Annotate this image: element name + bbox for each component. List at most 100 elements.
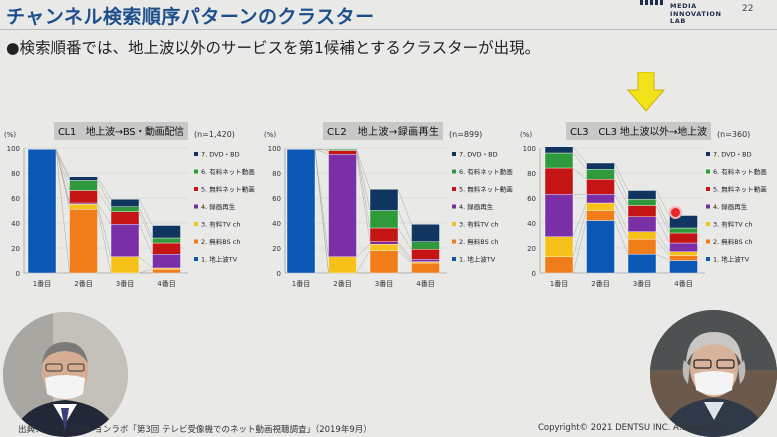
title-divider: [0, 29, 777, 30]
bar-segment: [69, 190, 98, 204]
presenter-right-video: [650, 310, 777, 437]
bar-segment: [69, 176, 98, 181]
media-innovation-lab-logo: MEDIA INNOVATION LAB: [640, 0, 732, 27]
chart-title: CL3 CL3 地上波以外→地上波: [570, 125, 707, 138]
bar-segment: [27, 149, 57, 274]
logo-line-1: MEDIA: [670, 2, 697, 10]
bar-segment: [669, 227, 698, 234]
connector-line: [572, 152, 587, 170]
chart-sample-size: (n=899): [449, 130, 482, 139]
x-tick-label: 1番目: [33, 280, 51, 288]
legend-label: 4. 録画再生: [459, 202, 494, 211]
logo-line-2: INNOVATION: [670, 9, 722, 18]
connector-line: [655, 205, 670, 234]
chart-sample-size: (n=360): [717, 130, 750, 139]
y-tick-label: 20: [272, 245, 281, 253]
y-tick-label: 100: [268, 145, 281, 153]
legend-swatch: [452, 169, 456, 174]
bar-segment: [69, 180, 98, 191]
bar-segment: [544, 146, 574, 154]
legend-label: 5. 無料ネット動画: [201, 185, 255, 194]
connector-line: [655, 231, 670, 252]
connector-line: [614, 202, 629, 232]
legend-swatch: [194, 239, 198, 244]
bar-segment: [369, 189, 399, 211]
bar-segment: [627, 231, 657, 240]
connector-line: [614, 169, 629, 200]
source-note: 出典：…イノベーションラボ「第3回 テレビ受像機でのネット動画視聴調査」（201…: [18, 425, 372, 435]
bar-segment: [152, 269, 181, 274]
bar-segment: [627, 190, 657, 200]
chart-title-box: [566, 122, 711, 140]
legend-swatch: [706, 239, 710, 244]
y-tick-label: 40: [527, 220, 536, 228]
legend-swatch: [194, 152, 198, 156]
bar-segment: [669, 251, 698, 256]
bar-segment: [328, 154, 357, 257]
chart-title-box: [323, 122, 443, 140]
connector-line: [97, 176, 112, 200]
bar-segment: [69, 209, 98, 274]
chart-sample-size: (n=1,420): [194, 130, 235, 139]
connector-line: [572, 167, 587, 180]
legend-label: 6. 有料ネット動画: [713, 167, 767, 176]
copyright-note: Copyright© 2021 DENTSU INC. A…eserved.: [538, 423, 725, 433]
y-tick-label: 100: [523, 145, 536, 153]
bar-segment: [586, 179, 615, 195]
chart-3: [539, 122, 711, 274]
connector-line: [572, 220, 587, 274]
legend-label: 3. 有料TV ch: [713, 220, 752, 229]
legend-swatch: [706, 187, 710, 191]
legend-label: 7. DVD・BD: [201, 151, 240, 159]
presenter-left-avatar: [3, 312, 128, 437]
legend-label: 4. 録画再生: [201, 202, 236, 211]
legend-swatch: [194, 204, 198, 209]
bar-segment: [110, 224, 140, 257]
bar-segment: [152, 242, 181, 255]
legend-label: 2. 無料BS ch: [459, 237, 499, 246]
highlight-arrow-icon: [627, 72, 665, 112]
connector-line: [138, 269, 153, 274]
x-tick-label: 2番目: [333, 280, 351, 288]
connector-line: [356, 150, 371, 229]
legend-label: 5. 無料ネット動画: [459, 185, 513, 194]
bar-segment: [110, 199, 140, 207]
bar-segment: [669, 242, 698, 252]
connector-line: [356, 244, 371, 257]
bar-segment: [369, 244, 399, 251]
slide-header: チャンネル検索順序パターンのクラスター MEDIA INNOVATION LAB…: [0, 0, 777, 30]
chart-title: CL2 地上波→録画再生: [327, 125, 439, 138]
y-tick-label: 80: [11, 170, 20, 178]
bar-segment: [544, 256, 574, 274]
legend-swatch: [194, 169, 198, 174]
connector-line: [356, 250, 371, 274]
bar-segment: [69, 204, 98, 210]
connector-line: [655, 190, 670, 216]
connector-line: [97, 180, 112, 207]
chart-2: [284, 122, 456, 274]
chart-title-box: [54, 122, 188, 140]
connector-line: [614, 220, 629, 255]
legend-swatch: [452, 239, 456, 244]
bar-segment: [328, 150, 357, 155]
legend-label: 7. DVD・BD: [459, 151, 498, 159]
connector-line: [55, 149, 70, 181]
bar-segment: [627, 205, 657, 217]
y-tick-label: 0: [532, 270, 536, 278]
connector-line: [138, 211, 153, 244]
bar-segment: [411, 249, 440, 260]
bar-segment: [627, 216, 657, 232]
connector-line: [138, 199, 153, 226]
bar-segment: [328, 149, 357, 151]
y-axis-unit: (%): [264, 131, 276, 139]
bar-segment: [544, 236, 574, 257]
pointer-dot: [671, 208, 680, 217]
x-tick-label: 2番目: [591, 280, 609, 288]
y-tick-label: 80: [272, 170, 281, 178]
bar-segment: [669, 260, 698, 274]
y-tick-label: 40: [272, 220, 281, 228]
y-tick-label: 20: [11, 245, 20, 253]
connector-line: [138, 256, 153, 269]
connector-line: [138, 206, 153, 239]
